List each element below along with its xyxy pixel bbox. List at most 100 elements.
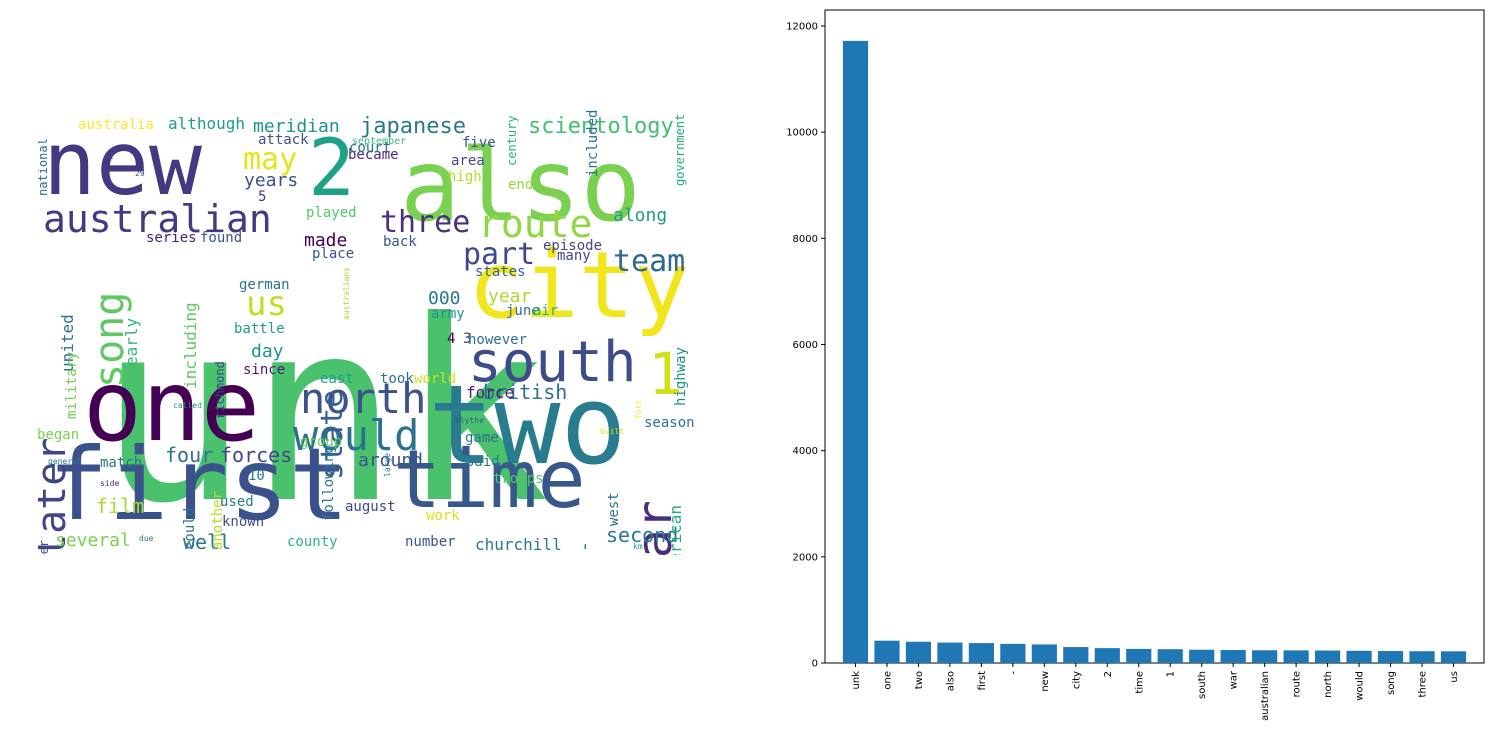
cloud-word: new	[43, 112, 202, 215]
cloud-word: british	[483, 380, 568, 404]
y-tick-label: 8000	[793, 234, 818, 245]
cloud-word: second	[606, 523, 679, 547]
x-tick-label: three	[1418, 671, 1429, 697]
cloud-word: forces	[220, 443, 293, 467]
cloud-word: five	[462, 135, 496, 151]
cloud-word: east	[320, 371, 354, 387]
cloud-word: german	[239, 277, 290, 293]
cloud-word: film	[96, 494, 145, 518]
cloud-word: 29	[135, 169, 145, 178]
x-tick-label: south	[1197, 671, 1208, 699]
plot-area-frame	[824, 9, 1485, 664]
cloud-word: century	[505, 115, 519, 166]
y-tick-label: 0	[812, 659, 818, 670]
cloud-word: however	[468, 332, 528, 348]
cloud-word: several	[55, 530, 131, 551]
cloud-word: years	[244, 170, 299, 191]
bar-1	[1157, 649, 1183, 663]
cloud-word: force	[466, 383, 515, 402]
cloud-word: army	[431, 306, 465, 322]
x-tick-label: australian	[1260, 671, 1271, 721]
cloud-word: blythe	[455, 416, 484, 425]
cloud-word: played	[306, 205, 357, 221]
bar--	[1000, 643, 1026, 663]
cloud-word: 2	[308, 124, 355, 214]
cloud-word: 12	[104, 152, 114, 161]
cloud-word: found	[200, 230, 243, 246]
cloud-word: world	[414, 371, 457, 387]
cloud-word: australian	[43, 197, 272, 241]
y-tick-label: 12000	[786, 22, 818, 33]
cloud-word: national	[38, 138, 50, 196]
cloud-word: august	[345, 499, 396, 515]
cloud-word: military	[64, 351, 80, 419]
x-tick-label: time	[1134, 671, 1145, 694]
cloud-word: county	[287, 534, 338, 550]
x-tick-label: two	[914, 671, 925, 689]
y-tick-label: 10000	[786, 128, 818, 139]
cloud-word: could	[182, 507, 198, 550]
cloud-word: became	[348, 147, 399, 163]
cloud-word: km	[633, 542, 643, 551]
x-tick-label: -	[1008, 671, 1019, 675]
cloud-word: 1	[648, 340, 683, 408]
cloud-word: team	[613, 244, 686, 279]
cloud-word: work	[426, 508, 460, 524]
bar-australian	[1252, 650, 1278, 663]
bar-war	[1220, 649, 1246, 663]
cloud-word: japanese	[360, 114, 466, 139]
cloud-word: known	[222, 514, 265, 530]
bar-city	[1063, 647, 1089, 663]
cloud-word: city	[468, 232, 690, 339]
cloud-word: 5	[258, 189, 267, 205]
cloud-word: general	[48, 457, 82, 466]
bar-unk	[842, 40, 869, 663]
cloud-word: battle	[234, 321, 285, 337]
cloud-word: side	[100, 479, 120, 488]
cloud-word: 000	[428, 288, 461, 309]
x-tick-label: song	[1386, 671, 1397, 695]
cloud-word: attack	[258, 132, 309, 148]
cloud-word: time	[393, 433, 586, 526]
cloud-word: three	[380, 205, 471, 240]
cloud-word: four	[165, 443, 214, 467]
y-tick-label: 4000	[793, 446, 818, 457]
cloud-word: used	[220, 494, 254, 510]
cloud-word: called	[173, 401, 202, 410]
x-tick-label: first	[977, 671, 988, 691]
bar-north	[1315, 650, 1341, 663]
x-tick-label: 1	[1166, 671, 1177, 677]
bar-one	[874, 640, 900, 663]
cloud-word: well	[183, 530, 232, 554]
cloud-word: two	[428, 361, 627, 489]
cloud-word: due	[139, 534, 154, 543]
cloud-word: day	[251, 341, 284, 362]
cloud-word: first	[48, 426, 350, 543]
bar-would	[1346, 650, 1372, 663]
cloud-word: built	[600, 427, 625, 436]
cloud-word: although	[168, 114, 246, 133]
cloud-word: around	[358, 450, 424, 471]
cloud-word: meridian	[253, 116, 340, 137]
cloud-word: large	[383, 452, 392, 477]
x-tick-label: new	[1040, 671, 1051, 692]
x-tick-label: unk	[851, 671, 862, 690]
cloud-word: states	[475, 264, 526, 280]
cloud-word: richmond	[213, 361, 227, 419]
cloud-word: back	[383, 234, 417, 250]
y-tick-label: 2000	[793, 552, 818, 563]
cloud-word: many	[557, 248, 591, 264]
x-tick-label: us	[1449, 671, 1460, 683]
cloud-word: early	[122, 317, 141, 366]
cloud-word: us	[246, 284, 287, 324]
bar-time	[1126, 648, 1152, 663]
cloud-word: year	[488, 286, 532, 307]
cloud-word: took	[380, 371, 414, 387]
cloud-word: end	[508, 177, 534, 193]
cloud-word: troops	[493, 471, 544, 487]
cloud-word: one	[83, 350, 261, 464]
cloud-word: river	[38, 540, 51, 555]
x-tick-label: route	[1292, 671, 1303, 697]
bar-south	[1189, 649, 1215, 663]
x-tick-label: city	[1071, 671, 1082, 689]
